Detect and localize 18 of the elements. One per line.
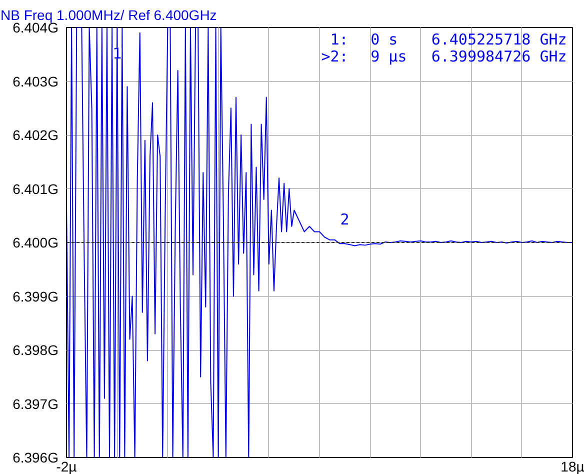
y-tick-label: 6.399G <box>12 288 59 304</box>
y-tick-label: 6.396G <box>12 450 59 466</box>
y-tick-label: 6.402G <box>12 127 59 143</box>
line-series <box>66 28 572 458</box>
y-tick-label: 6.398G <box>12 342 59 358</box>
annotation: >2: <box>321 48 348 66</box>
annotation: 0 s <box>370 30 398 48</box>
annotation: 6.405225718 GHz <box>431 30 567 48</box>
chart-title: NB Freq 1.000MHz/ Ref 6.400GHz <box>0 7 217 23</box>
y-tick-label: 6.403G <box>12 73 59 90</box>
annotation: 2 <box>340 210 350 229</box>
annotation: 9 µs <box>370 48 407 66</box>
y-tick-label: 6.397G <box>12 396 59 412</box>
annotation: 1 <box>112 44 122 62</box>
y-tick-label: 6.400G <box>12 234 59 250</box>
y-tick-label: 6.401G <box>12 180 59 197</box>
annotation: 1: <box>330 30 348 48</box>
annotation: 6.399984726 GHz <box>431 48 567 66</box>
